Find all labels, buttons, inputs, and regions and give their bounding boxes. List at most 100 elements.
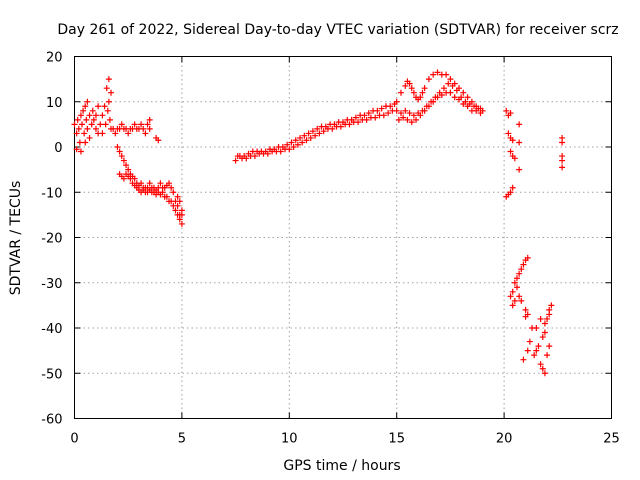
data-point (393, 98, 400, 105)
data-point (361, 112, 368, 119)
data-point (131, 121, 138, 128)
data-point (176, 198, 183, 205)
data-point (438, 91, 445, 98)
data-point (408, 119, 415, 126)
data-point (104, 107, 111, 114)
data-point (509, 184, 516, 191)
data-point (116, 148, 123, 155)
data-point (430, 98, 437, 105)
x-tick-label: 15 (388, 432, 405, 447)
data-point (378, 105, 385, 112)
data-point (108, 89, 115, 96)
data-point (447, 89, 454, 96)
data-point (83, 116, 90, 123)
x-tick-label: 20 (496, 432, 513, 447)
data-point (92, 125, 99, 132)
data-point (400, 114, 407, 121)
data-point (297, 134, 304, 141)
data-point (120, 175, 127, 182)
data-point (516, 293, 523, 300)
data-point (380, 112, 387, 119)
data-point (103, 85, 110, 92)
chart-title: Day 261 of 2022, Sidereal Day-to-day VTE… (57, 22, 618, 38)
data-point (303, 137, 310, 144)
data-point (89, 107, 96, 114)
data-point (397, 110, 404, 117)
data-point (449, 82, 456, 89)
data-point (507, 148, 514, 155)
data-point (170, 202, 177, 209)
data-point (541, 370, 548, 377)
data-point (166, 180, 173, 187)
data-point (84, 98, 91, 105)
data-point (174, 193, 181, 200)
data-point (352, 114, 359, 121)
data-point (406, 110, 413, 117)
data-point (307, 134, 314, 141)
data-point (146, 125, 153, 132)
data-point (511, 297, 518, 304)
y-tick-label: -20 (41, 232, 62, 247)
data-point (82, 103, 89, 110)
data-point (84, 125, 91, 132)
data-point (460, 89, 467, 96)
data-point (559, 164, 566, 171)
data-point (232, 157, 239, 164)
data-point (127, 175, 134, 182)
y-axis: -60 -50 -40 -30 -20 -10 0 10 20 (41, 51, 612, 428)
data-point (477, 110, 484, 117)
data-point (284, 141, 291, 148)
data-point (505, 130, 512, 137)
data-point (365, 110, 372, 117)
x-axis-label: GPS time / hours (283, 458, 400, 474)
data-point (417, 94, 424, 101)
data-point (79, 121, 86, 128)
data-point (471, 103, 478, 110)
data-point (71, 121, 78, 128)
data-point (99, 130, 106, 137)
y-tick-label: 20 (46, 51, 63, 66)
data-point (531, 352, 538, 359)
data-point (526, 338, 533, 345)
data-point (425, 103, 432, 110)
data-point (277, 148, 284, 155)
x-axis: 0 5 10 15 20 25 (70, 56, 620, 447)
data-point (503, 107, 510, 114)
data-point (142, 130, 149, 137)
data-point (264, 150, 271, 157)
plot-frame (74, 56, 612, 419)
data-point (73, 146, 80, 153)
data-points (71, 69, 566, 377)
data-point (172, 207, 179, 214)
data-point (329, 125, 336, 132)
data-point (541, 320, 548, 327)
data-point (118, 121, 125, 128)
x-tick-label: 10 (281, 432, 298, 447)
data-point (516, 270, 523, 277)
data-point (520, 261, 527, 268)
data-point (430, 71, 437, 78)
data-point (363, 116, 370, 123)
data-point (95, 103, 102, 110)
data-point (518, 266, 525, 273)
data-point (120, 157, 127, 164)
data-point (316, 130, 323, 137)
y-tick-label: 10 (46, 96, 63, 111)
data-point (537, 315, 544, 322)
x-tick-label: 0 (70, 432, 78, 447)
data-point (509, 288, 516, 295)
data-point (288, 139, 295, 146)
data-point (155, 137, 162, 144)
data-point (251, 153, 258, 160)
data-point (86, 134, 93, 141)
data-point (305, 130, 312, 137)
data-point (509, 137, 516, 144)
data-point (516, 121, 523, 128)
data-point (453, 87, 460, 94)
data-point (518, 297, 525, 304)
data-point (524, 254, 531, 261)
data-point (346, 121, 353, 128)
data-point (112, 130, 119, 137)
data-point (81, 130, 88, 137)
data-point (541, 329, 548, 336)
